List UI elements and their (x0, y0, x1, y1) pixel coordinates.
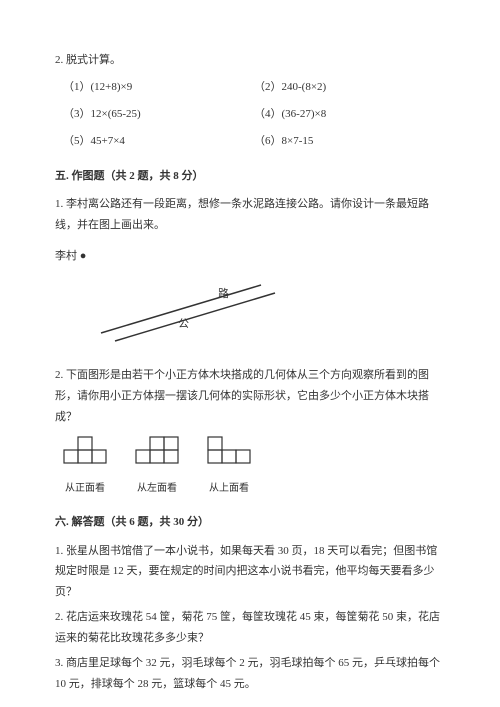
views-row: 从正面看 从左面看 从上面看 (63, 436, 445, 498)
section5-q1: 1. 李村离公路还有一段距离，想修一条水泥路连接公路。请你设计一条最短路线，并在… (55, 194, 445, 236)
section5-title: 五. 作图题（共 2 题，共 8 分） (55, 166, 445, 187)
section6-q1: 1. 张星从图书馆借了一本小说书，如果每天看 30 页，18 天可以看完；但图书… (55, 541, 445, 604)
view-left: 从左面看 (135, 436, 179, 498)
calc-item-6: （6）8×7-15 (254, 131, 445, 152)
view-top-label: 从上面看 (207, 479, 251, 498)
calc-item-1: （1）(12+8)×9 (63, 77, 254, 98)
view-left-label: 从左面看 (135, 479, 179, 498)
road-figure: 公 路 (83, 273, 293, 343)
calc-item-2: （2）240-(8×2) (254, 77, 445, 98)
calc-item-5: （5）45+7×4 (63, 131, 254, 152)
village-label: 李村 ● (55, 246, 445, 267)
road-lu-text: 路 (218, 287, 229, 300)
calc-title: 2. 脱式计算。 (55, 50, 445, 71)
calc-grid: （1）(12+8)×9 （2）240-(8×2) （3）12×(65-25) （… (63, 77, 445, 152)
calc-item-4: （4）(36-27)×8 (254, 104, 445, 125)
section6-q3: 3. 商店里足球每个 32 元，羽毛球每个 2 元，羽毛球拍每个 65 元，乒乓… (55, 653, 445, 695)
view-front-label: 从正面看 (63, 479, 107, 498)
village-text: 李村 (55, 250, 77, 262)
village-dot-icon: ● (80, 250, 87, 262)
view-front: 从正面看 (63, 436, 107, 498)
calc-item-3: （3）12×(65-25) (63, 104, 254, 125)
section6-title: 六. 解答题（共 6 题，共 30 分） (55, 512, 445, 533)
view-top: 从上面看 (207, 436, 251, 498)
section6-q2: 2. 花店运来玫瑰花 54 筐，菊花 75 筐，每筐玫瑰花 45 束，每筐菊花 … (55, 607, 445, 649)
section5-q2: 2. 下面图形是由若干个小正方体木块搭成的几何体从三个方向观察所看到的图形，请你… (55, 365, 445, 428)
road-gong-text: 公 (178, 318, 189, 330)
